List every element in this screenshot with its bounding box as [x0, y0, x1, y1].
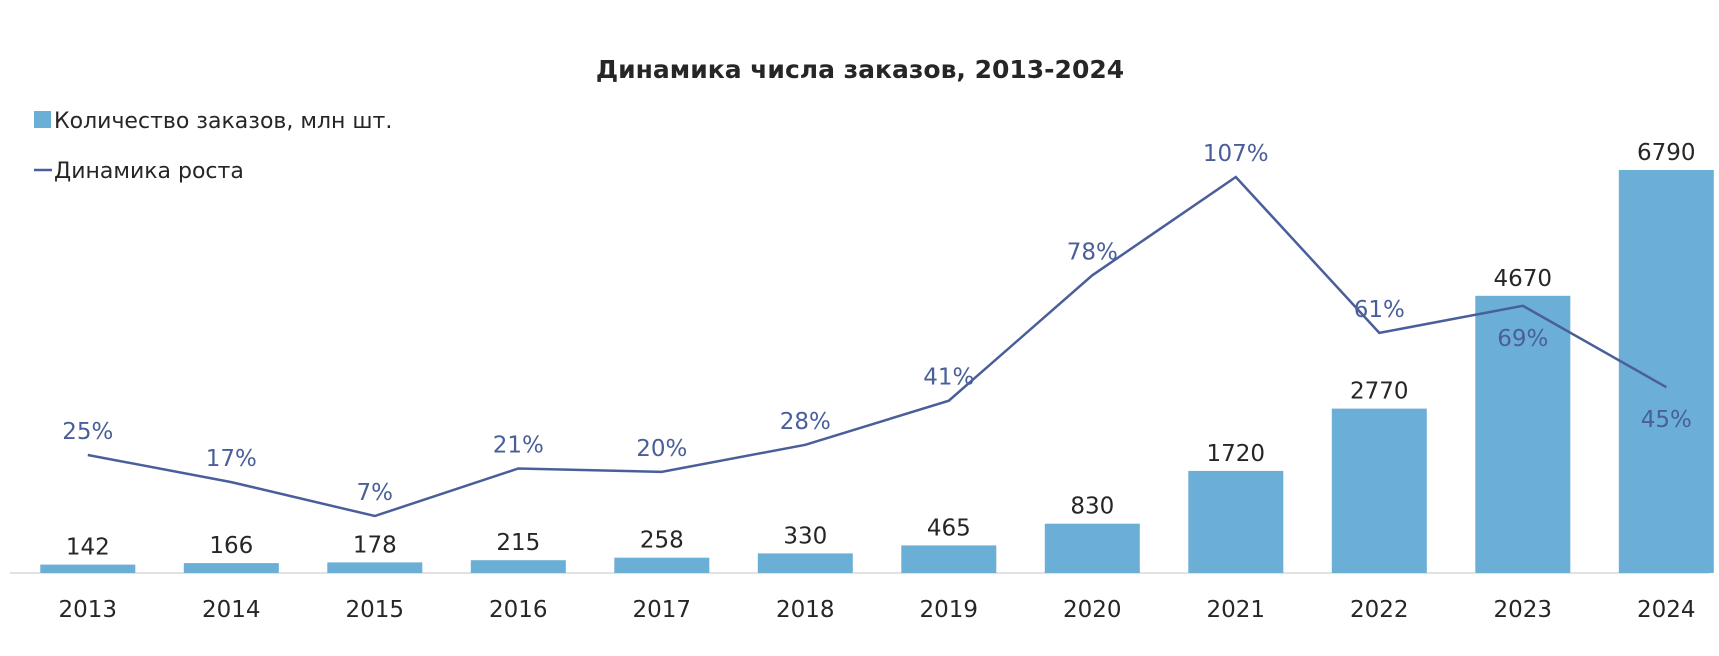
- legend-bar-label: Количество заказов, млн шт.: [54, 109, 392, 134]
- bar-value-label-2019: 465: [927, 515, 971, 541]
- category-label-2016: 2016: [489, 597, 548, 623]
- legend-line-label: Динамика роста: [54, 159, 244, 184]
- bar-2024: [1618, 170, 1714, 573]
- bar-value-label-2013: 142: [66, 535, 110, 561]
- bar-value-label-2020: 830: [1070, 494, 1114, 520]
- category-label-2021: 2021: [1207, 597, 1266, 623]
- bar-2021: [1188, 470, 1284, 573]
- growth-label-2015: 7%: [357, 480, 394, 506]
- growth-label-2014: 17%: [206, 446, 257, 472]
- bar-value-label-2015: 178: [353, 532, 397, 558]
- category-label-2019: 2019: [920, 597, 979, 623]
- category-label-2023: 2023: [1494, 597, 1553, 623]
- category-label-2017: 2017: [633, 597, 692, 623]
- bar-2023: [1475, 295, 1571, 573]
- bar-value-label-2021: 1720: [1207, 441, 1266, 467]
- growth-label-2017: 20%: [636, 436, 687, 462]
- bar-2020: [1044, 523, 1140, 573]
- bar-value-label-2017: 258: [640, 528, 684, 554]
- line-labels-group: 25% 17% 7% 21% 20% 28% 41% 78% 107% 61% 69% 45%: [62, 141, 1692, 506]
- chart-title: Динамика числа заказов, 2013-2024: [596, 55, 1124, 84]
- growth-label-2020: 78%: [1067, 239, 1118, 265]
- growth-label-2018: 28%: [780, 409, 831, 435]
- category-label-2022: 2022: [1350, 597, 1409, 623]
- growth-label-2023: 69%: [1497, 326, 1548, 352]
- bar-value-label-2023: 4670: [1494, 266, 1553, 292]
- category-label-2013: 2013: [59, 597, 118, 623]
- bar-value-label-2014: 166: [209, 533, 253, 559]
- bar-2019: [901, 545, 997, 573]
- bar-value-label-2016: 215: [496, 530, 540, 556]
- bar-2016: [470, 560, 566, 573]
- bar-2022: [1331, 408, 1427, 573]
- bar-2015: [327, 562, 423, 573]
- category-label-2018: 2018: [776, 597, 835, 623]
- legend: Количество заказов, млн шт. Динамика рос…: [34, 109, 392, 184]
- growth-label-2024: 45%: [1641, 407, 1692, 433]
- bar-2017: [614, 557, 710, 573]
- legend-bar-swatch: [34, 111, 51, 128]
- bar-value-label-2022: 2770: [1350, 379, 1409, 405]
- bars-group: [40, 170, 1714, 573]
- growth-label-2019: 41%: [923, 365, 974, 391]
- category-label-2014: 2014: [202, 597, 261, 623]
- category-label-2024: 2024: [1637, 597, 1696, 623]
- bar-2018: [757, 553, 853, 573]
- growth-label-2021: 107%: [1203, 141, 1269, 167]
- growth-label-2022: 61%: [1354, 297, 1405, 323]
- growth-label-2016: 21%: [493, 433, 544, 459]
- bar-value-label-2018: 330: [783, 523, 827, 549]
- bar-2014: [183, 563, 279, 573]
- bar-labels-group: 142 166 178 215 258 330 465 830 1720 2770 4670 6790: [66, 140, 1696, 561]
- category-label-2020: 2020: [1063, 597, 1122, 623]
- growth-label-2013: 25%: [62, 419, 113, 445]
- bar-2013: [40, 564, 136, 573]
- category-labels-group: 2013 2014 2015 2016 2017 2018 2019 2020 2021 2022…: [59, 597, 1696, 623]
- bar-value-label-2024: 6790: [1637, 140, 1696, 166]
- growth-line: [87, 175, 1667, 518]
- category-label-2015: 2015: [346, 597, 405, 623]
